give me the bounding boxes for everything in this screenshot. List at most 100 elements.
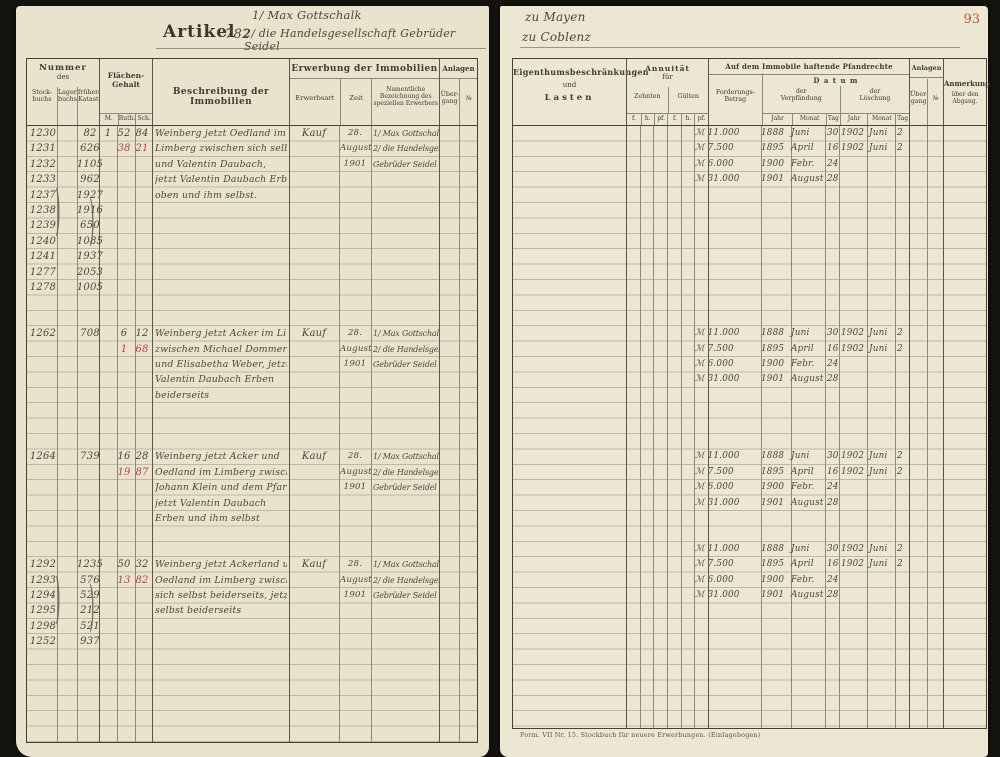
pledge-month: April <box>791 343 814 354</box>
mortgage-block3: ℳ 11.000 1888 Juni 30 1902 Juni 2 ℳ 7.50… <box>691 449 910 511</box>
area-schuh: 28 <box>135 451 149 463</box>
owner-line-1: 1/ Max Gottschalk <box>252 8 362 22</box>
release-day <box>897 172 910 187</box>
release-month <box>869 496 897 511</box>
parcel-numbers-block1: 1230 82 1231 626 1232 1105 1233 <box>27 126 152 295</box>
description-line: Erben und ihm selbst <box>155 512 260 524</box>
area-schuh-red: 82 <box>135 574 149 586</box>
erwerber-line: Gebrüder Seidel <box>373 159 437 169</box>
column-divider <box>289 126 291 742</box>
kataster-number: 1927 <box>76 189 104 201</box>
pledge-month: August <box>791 174 824 185</box>
pledge-day: 30 <box>827 451 839 462</box>
header-zeit: Zeit <box>339 79 372 125</box>
column-divider <box>867 126 868 728</box>
header-anmerkung: Anmerkung über den Abgang. <box>943 59 990 125</box>
pledge-year: 1900 <box>761 574 785 585</box>
erwerber-block3: 1/ Max Gottschalk 2/ die Handelsgesellsc… <box>373 449 439 495</box>
stockbuch-number: 1277 <box>29 266 57 278</box>
release-year <box>841 172 869 187</box>
erwerber-block4: 1/ Max Gottschalk 2/ die Handelsgesellsc… <box>373 557 439 603</box>
table-row: 1232 1105 <box>27 157 152 172</box>
mortgage-row: ℳ 7.500 1895 April 16 1902 Juni 2 <box>691 557 910 572</box>
header-annuitaet: Annuität für Zehnten Gülten f. h. pf. f.… <box>626 59 708 125</box>
header-anlagen-left-subcols: Über-gang № <box>440 79 477 125</box>
zeit-block3: 28. August 1901 <box>340 449 372 495</box>
header-datum-subcols: der Verpfändung der Löschung <box>763 86 909 113</box>
erwerber-block2: 1/ Max Gottschalk 2/ die Handelsgesellsc… <box>373 326 439 372</box>
column-divider <box>135 126 136 742</box>
claim-amount: ℳ 31.000 <box>695 589 740 600</box>
table-row: 1292 1235 <box>27 557 152 572</box>
table-row: 1278 1005 <box>27 280 152 295</box>
erwerber-line: 2/ die Handelsgesellschaft <box>373 344 439 354</box>
mortgage-row: ℳ 6.000 1900 Febr. 24 <box>691 357 910 372</box>
description-line: Johann Klein und dem Pfarrgut, <box>155 482 287 494</box>
header-beschreibung: Beschreibung der Immobilien <box>152 59 289 125</box>
claim-amount: ℳ 7.500 <box>695 466 734 477</box>
description-line: sich selbst beiderseits, jetzt sich <box>155 589 287 601</box>
kataster-number: 521 <box>80 620 100 632</box>
stockbuch-number: 1230 <box>29 128 57 139</box>
stockbuch-number: 1231 <box>29 143 57 155</box>
stockbuch-number: 1237 <box>29 189 57 201</box>
release-day <box>897 588 910 603</box>
release-day <box>897 480 910 495</box>
stockbuch-number: 1239 <box>29 220 57 232</box>
right-table-body: ℳ 11.000 1888 Juni 30 1902 Juni 2 ℳ 7.50… <box>513 126 986 728</box>
mortgage-row: ℳ 31.000 1901 August 28 <box>691 496 910 511</box>
header-flaechen-units: M. Ruth. Sch. <box>100 113 152 125</box>
zeit-line: 28. <box>347 328 363 339</box>
kataster-number: 2053 <box>76 266 104 278</box>
area-ruthen: 50 <box>117 559 131 571</box>
header-pfandrechte: Auf dem Immobile haftende Pfandrechte Fo… <box>708 59 909 125</box>
kataster-number: 82 <box>83 128 97 139</box>
release-day: 2 <box>897 343 903 354</box>
header-erwerbsart: Erwerbsart <box>295 94 335 102</box>
pledge-month: Febr. <box>791 358 815 369</box>
pledge-day: 24 <box>827 358 839 369</box>
column-divider <box>791 126 792 728</box>
release-day <box>897 357 910 372</box>
pledge-day: 24 <box>827 482 839 493</box>
right-page: zu Mayen zu Coblenz 93 Eigenthumsbeschrä… <box>500 6 990 757</box>
header-stockbuchs: Stock-buchs <box>32 89 52 104</box>
stockbuch-number: 1298 <box>29 620 57 632</box>
release-month: Juni <box>869 328 888 339</box>
header-zehnten: Zehnten <box>633 93 661 100</box>
stockbuch-number: 1262 <box>29 328 57 340</box>
mortgage-row: ℳ 11.000 1888 Juni 30 1902 Juni 2 <box>691 126 910 141</box>
article-number: 782 <box>225 27 251 42</box>
description-line: und Valentin Daubach, <box>155 158 267 170</box>
pledge-year: 1901 <box>761 589 785 600</box>
release-month <box>869 357 897 372</box>
stockbuch-number: 1233 <box>29 174 57 186</box>
area-schuh-red: 68 <box>135 343 149 355</box>
description-line: beiderseits <box>155 389 210 401</box>
zeit-block1: 28. August 1901 <box>340 126 372 172</box>
kataster-number: 1916 <box>76 204 104 216</box>
pledge-year: 1900 <box>761 482 785 493</box>
release-month: Juni <box>869 343 888 354</box>
release-year: 1902 <box>841 143 865 154</box>
release-month: Juni <box>869 466 888 477</box>
erwerbsart-block1: Kauf <box>301 128 327 139</box>
pledge-day: 30 <box>827 128 839 138</box>
zeit-line: 1901 <box>343 158 367 169</box>
header-pfandrechte-subcols: Forderungs- Betrag D a t u m der Verpfän… <box>709 73 909 125</box>
table-row: 1295 212 <box>27 603 152 618</box>
release-month <box>869 157 897 172</box>
area-morgen: 1 <box>104 128 112 139</box>
mortgage-row: ℳ 31.000 1901 August 28 <box>691 372 910 387</box>
kataster-number: 1005 <box>76 281 104 293</box>
column-divider <box>927 126 928 728</box>
parcel-numbers-block3: 1264 739 <box>27 449 152 464</box>
header-datum-units: Jahr Monat Tag Jahr Monat Tag <box>762 113 909 125</box>
zeit-line: 1901 <box>343 358 367 369</box>
release-month <box>869 573 897 588</box>
area-ruthen: 16 <box>117 451 131 463</box>
erwerbsart-block4: Kauf <box>301 559 327 571</box>
column-divider <box>653 126 654 728</box>
claim-amount: ℳ 7.500 <box>695 343 734 354</box>
kataster-number: 1085 <box>76 235 104 247</box>
